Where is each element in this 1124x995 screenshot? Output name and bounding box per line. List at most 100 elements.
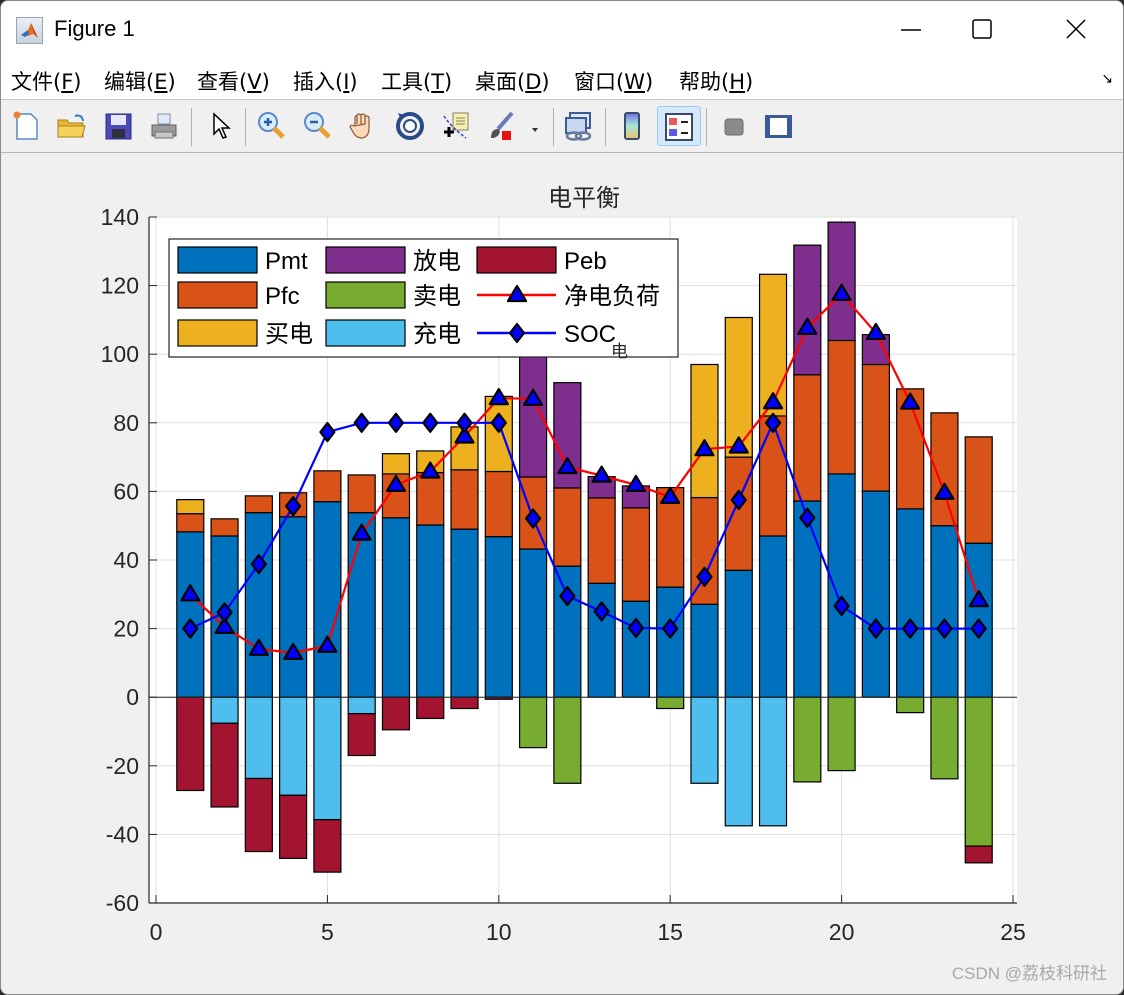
marker-soc [833, 595, 850, 617]
marker-net_load [180, 584, 201, 602]
menu-tools[interactable]: 工具(T) [381, 66, 452, 96]
bar-charge [758, 696, 788, 827]
legend-swatch-Pfc [177, 281, 258, 309]
title-bar: Figure 1 [1, 1, 1123, 59]
menu-desktop[interactable]: 桌面(D) [475, 66, 550, 96]
show-plot-tools-button[interactable] [759, 106, 797, 146]
menu-help-key: H [729, 70, 745, 94]
bar-Pfc [244, 495, 273, 514]
open-file-button[interactable] [52, 106, 90, 146]
menu-view-label: 查看( [197, 70, 248, 94]
brush-dropdown-button[interactable] [525, 106, 545, 146]
bar-Pfc [964, 436, 993, 544]
bar-Pmt [176, 531, 205, 698]
bar-Pfc [553, 487, 582, 567]
menu-tools-label: 工具( [381, 70, 432, 94]
legend-label-Pmt: Pmt [265, 248, 308, 275]
figure-canvas: 电平衡 -60 -40 -20 0 20 40 60 80 100 120 140 0 5 10 15 20 2… [1, 153, 1123, 994]
menu-window[interactable]: 窗口(W) [574, 66, 653, 96]
y-tick-label: 80 [113, 410, 139, 436]
marker-soc [319, 421, 336, 443]
marker-soc [696, 566, 713, 587]
insert-legend-button[interactable] [657, 106, 701, 146]
bar-Peb [964, 845, 993, 864]
x-tick-label: 10 [486, 919, 512, 945]
bar-Pfc [176, 513, 205, 533]
hide-plot-tools-button[interactable] [715, 106, 753, 146]
marker-soc [559, 585, 576, 607]
menu-insert[interactable]: 插入(I) [293, 66, 358, 96]
zoom-out-button[interactable] [298, 106, 336, 146]
rotate-3d-button[interactable] [391, 106, 429, 146]
arrow-cursor-icon [213, 112, 231, 139]
marker-soc [216, 602, 233, 623]
print-button[interactable] [145, 106, 183, 146]
toolbar-separator [605, 108, 606, 146]
window-title: Figure 1 [54, 16, 135, 41]
menu-view[interactable]: 查看(V) [197, 66, 270, 96]
marker-soc [456, 412, 473, 433]
legend-icon [665, 113, 693, 141]
menu-insert-key: I [343, 70, 350, 94]
bar-Pmt [587, 582, 616, 698]
bar-discharge [793, 244, 822, 376]
menu-window-key: W [624, 70, 645, 94]
new-figure-button[interactable] [7, 106, 45, 146]
dock-arrow-icon[interactable]: ↘ [1101, 71, 1113, 87]
marker-net_load [522, 388, 544, 406]
bar-Pfc [827, 339, 856, 475]
marker-soc [490, 412, 507, 433]
legend-swatch-buy [177, 319, 258, 347]
link-plot-button[interactable] [559, 106, 597, 146]
toolbar-separator [191, 108, 192, 146]
save-button[interactable] [99, 106, 137, 146]
close-icon [1066, 19, 1086, 39]
bar-Pmt [793, 500, 822, 698]
marker-soc [867, 618, 884, 639]
zoom-in-button[interactable] [252, 106, 290, 146]
bar-Pfc [587, 497, 616, 584]
bar-Pfc [793, 374, 822, 502]
bar-Pmt [416, 524, 445, 698]
menu-tools-key: T [431, 70, 445, 94]
x-tick-label: 5 [321, 919, 334, 945]
edit-plot-button[interactable] [201, 106, 239, 146]
bar-Pfc [758, 415, 788, 537]
legend-swatch-Pmt [177, 246, 258, 274]
marker-soc [730, 489, 747, 511]
bar-sell [793, 696, 822, 783]
marker-soc [936, 618, 953, 639]
insert-colorbar-button[interactable] [613, 106, 651, 146]
bar-Pmt [930, 525, 959, 698]
marker-net_load [591, 465, 612, 483]
pan-button[interactable] [344, 106, 382, 146]
y-tick-label: -60 [106, 890, 139, 916]
legend-swatch-charge [325, 319, 406, 347]
bar-charge [244, 696, 273, 780]
data-cursor-button[interactable] [437, 106, 475, 146]
bar-Pmt [690, 603, 719, 698]
bar-Peb [381, 696, 411, 731]
legend-swatch-discharge [325, 246, 406, 274]
maximize-button[interactable] [959, 9, 1005, 51]
y-tick-label: -20 [106, 753, 139, 779]
bar-discharge [827, 221, 856, 342]
close-button[interactable] [1053, 9, 1099, 51]
menu-edit[interactable]: 编辑(E) [104, 66, 176, 96]
menu-file[interactable]: 文件(F) [11, 66, 82, 96]
menu-file-key: F [61, 70, 74, 94]
bar-Pmt [381, 517, 411, 698]
menu-desktop-key: D [525, 70, 542, 94]
folder-open-icon [57, 114, 86, 138]
new-file-icon [13, 111, 38, 140]
menu-help[interactable]: 帮助(H) [679, 66, 753, 96]
minimize-button[interactable] [888, 9, 934, 51]
brush-icon [491, 111, 514, 140]
legend-label-discharge: 放电 [413, 248, 461, 275]
brush-button[interactable] [483, 106, 521, 146]
rotate-3d-icon [396, 112, 424, 140]
bar-Peb [313, 819, 342, 873]
legend-marker-net_load [506, 284, 528, 303]
menu-insert-suffix: ) [349, 70, 358, 94]
